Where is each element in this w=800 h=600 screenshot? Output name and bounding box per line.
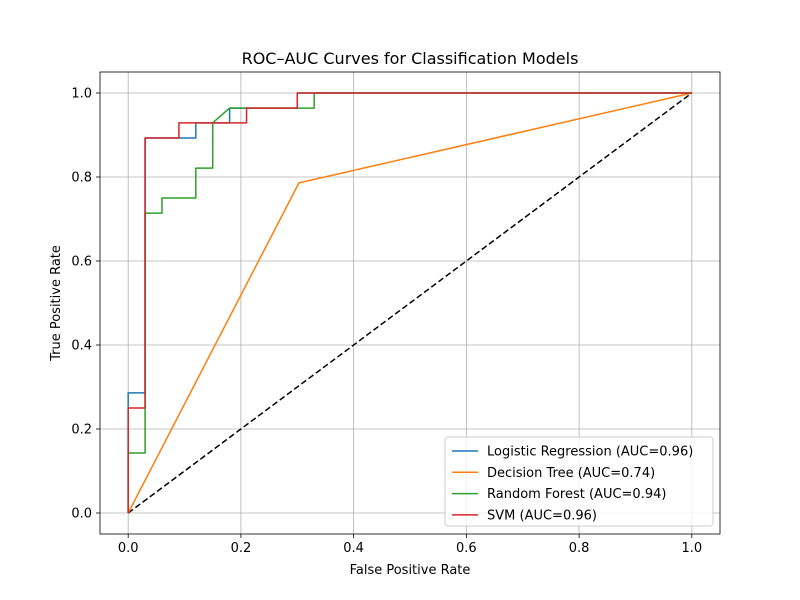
x-tick-label: 1.0	[681, 541, 702, 556]
legend: Logistic Regression (AUC=0.96) Decision T…	[444, 436, 714, 527]
series-line-random-forest	[127, 92, 692, 513]
x-tick-label: 0.8	[569, 541, 590, 556]
x-axis-label: False Positive Rate	[350, 563, 471, 578]
tick-layer: 0.0 0.2 0.4 0.6 0.8 1.0 0.0 0.2 0.4 0.6 0.8 1.0	[71, 87, 702, 557]
legend-label-logistic-regression: Logistic Regression (AUC=0.96)	[487, 445, 693, 460]
grid-layer	[100, 72, 720, 534]
legend-label-random-forest: Random Forest (AUC=0.94)	[487, 487, 666, 502]
y-tick-label: 0.0	[71, 507, 92, 522]
legend-label-svm: SVM (AUC=0.96)	[487, 508, 597, 523]
x-tick-label: 0.4	[343, 541, 364, 556]
x-tick-label: 0.0	[118, 541, 139, 556]
reference-diagonal-line	[127, 92, 693, 514]
y-tick-label: 1.0	[71, 87, 92, 102]
y-tick-label: 0.6	[71, 255, 92, 270]
y-axis-label: True Positive Rate	[49, 245, 64, 362]
y-tick-label: 0.2	[71, 423, 92, 438]
series-layer	[127, 92, 692, 514]
series-line-svm	[127, 92, 692, 513]
x-tick-label: 0.6	[456, 541, 477, 556]
y-tick-label: 0.4	[71, 339, 92, 354]
legend-frame	[444, 436, 714, 527]
reference-layer	[127, 92, 693, 514]
chart-title: ROC–AUC Curves for Classification Models	[242, 49, 579, 68]
x-tick-label: 0.2	[231, 541, 252, 556]
plot-frame	[99, 71, 721, 535]
y-tick-label: 0.8	[71, 171, 92, 186]
series-line-decision-tree	[127, 92, 692, 514]
legend-label-decision-tree: Decision Tree (AUC=0.74)	[487, 466, 655, 481]
